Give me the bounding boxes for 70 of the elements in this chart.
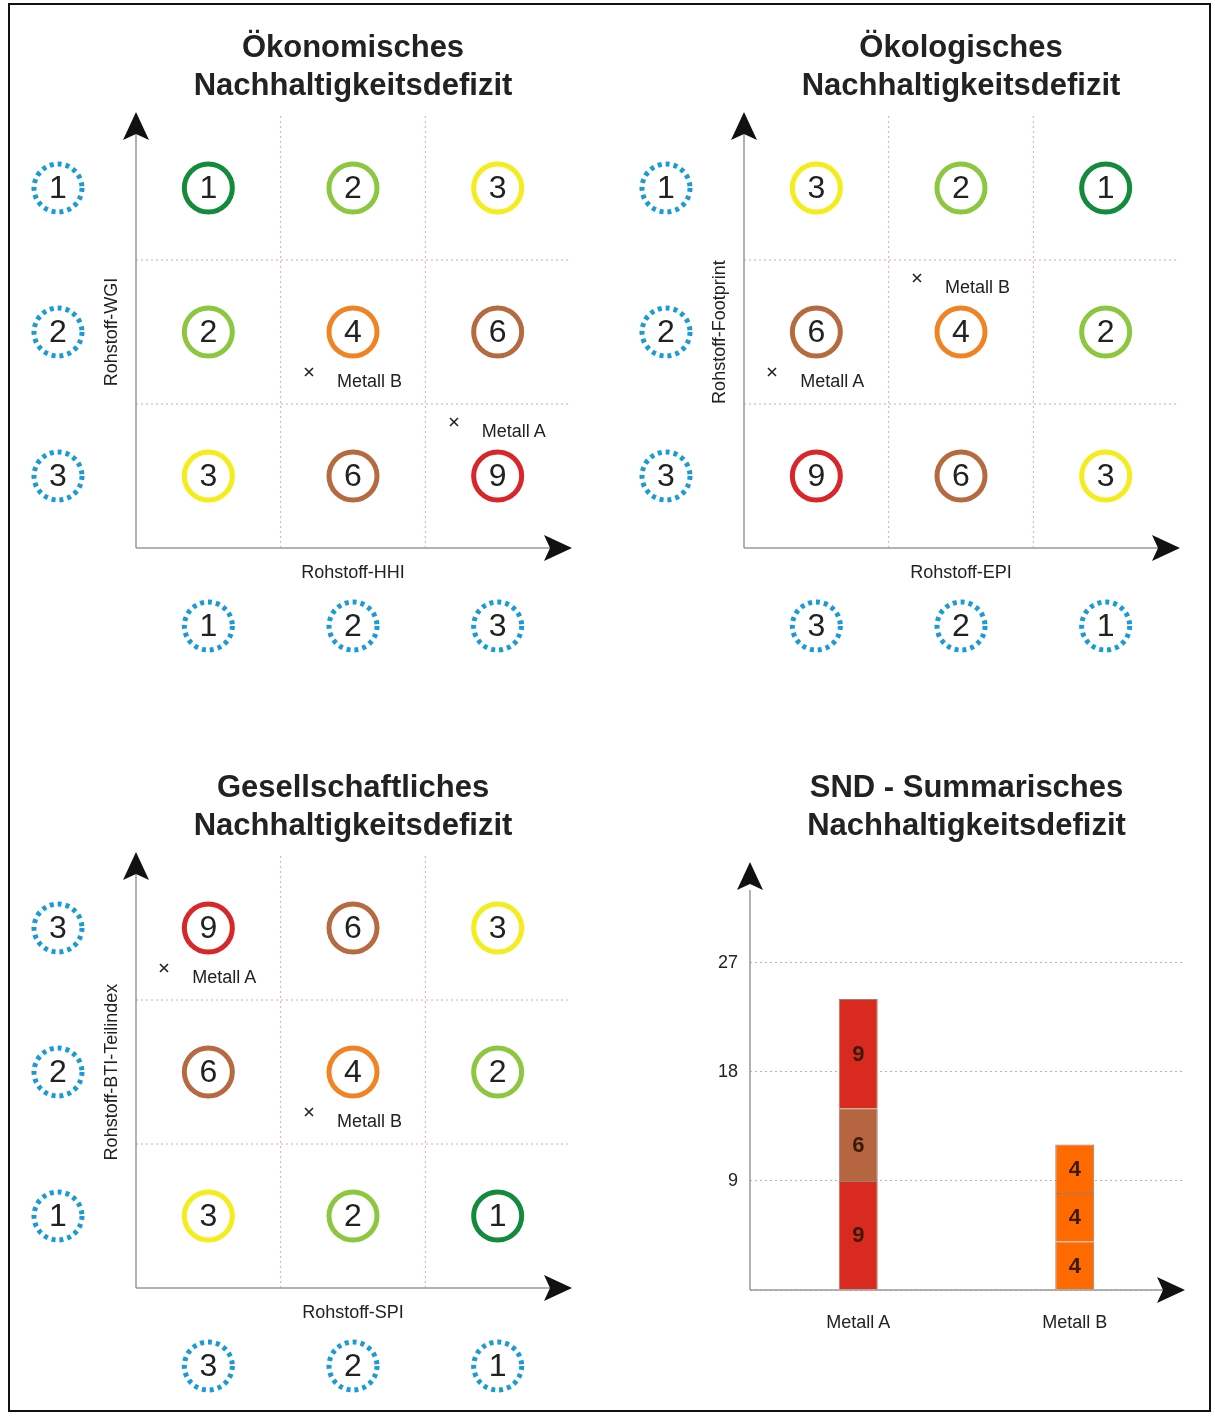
x-tick-label: 1 [488,1346,507,1383]
data-label: 3 [807,168,826,205]
data-label: 3 [199,456,218,493]
annotation: Metall A [800,370,865,391]
y-tick-label: 27 [717,951,738,972]
data-label: 6 [344,908,362,945]
data-label: 1 [488,1196,507,1233]
data-label: 3 [488,168,507,205]
x-axis-title: Rohstoff-HHI [301,561,405,582]
chart-title: Gesellschaftliches Nachhaltigkeitsdefizit [193,768,513,842]
data-label: 2 [344,168,362,205]
data-label: 3 [199,1196,218,1233]
x-tick-label: 3 [807,606,826,643]
y-tick-label: 3 [49,456,67,493]
x-tick-label: 3 [488,606,507,643]
x-tick-label: 2 [344,1346,362,1383]
y-tick-label: 2 [49,1052,67,1089]
y-axis-title: Rohstoff-BTI-Teilindex [100,983,121,1161]
y-tick-label: 18 [717,1060,738,1081]
data-label: 1 [199,168,218,205]
x-axis-title: Rohstoff-EPI [910,561,1012,582]
data-label: 6 [199,1052,218,1089]
data-label: 3 [488,908,507,945]
y-axis-title: Rohstoff-Footprint [708,260,729,404]
x-tick-label: 2 [952,606,970,643]
chart-title: SND - Summarisches Nachhaltigkeitsdefizit [807,768,1126,842]
data-label: 4 [1068,1252,1082,1278]
y-tick-label: 3 [657,456,675,493]
data-label: 2 [952,168,970,205]
y-tick-label: 9 [727,1169,738,1190]
annotation: Metall A [192,966,257,987]
data-label: 9 [199,908,218,945]
data-label: 2 [344,1196,362,1233]
x-tick-label: 3 [199,1346,218,1383]
annotation: Metall B [337,370,403,391]
data-label: 6 [488,312,507,349]
y-axis-title: Rohstoff-WGI [100,277,121,387]
y-tick-label: 2 [657,312,675,349]
annotation: Metall B [945,276,1011,297]
data-label: 2 [1096,312,1115,349]
annotation: Metall A [481,420,546,441]
data-label: 1 [1096,168,1115,205]
data-label: 2 [488,1052,507,1089]
y-tick-label: 1 [49,1196,67,1233]
y-tick-label: 2 [49,312,67,349]
x-tick-label: 1 [1096,606,1115,643]
data-label: 9 [488,456,507,493]
y-tick-label: 1 [657,168,675,205]
y-tick-label: 1 [49,168,67,205]
y-tick-label: 3 [49,908,67,945]
data-label: 9 [852,1040,865,1066]
data-label: 4 [1068,1204,1082,1230]
chart-title: Ökonomisches Nachhaltigkeitsdefizit [193,28,513,102]
data-label: 4 [344,1052,362,1089]
data-label: 6 [807,312,826,349]
data-label: 4 [952,312,970,349]
data-label: 9 [807,456,826,493]
data-label: 6 [344,456,362,493]
data-label: 2 [199,312,218,349]
data-label: 4 [1068,1155,1082,1181]
annotation: Metall B [337,1110,403,1131]
data-label: 3 [1096,456,1115,493]
data-label: 6 [952,456,970,493]
data-label: 9 [852,1222,865,1248]
x-tick-label: 1 [199,606,218,643]
x-tick-label: 2 [344,606,362,643]
chart-title: Ökologisches Nachhaltigkeitsdefizit [801,28,1121,102]
data-label: 6 [852,1131,865,1157]
data-label: 4 [344,312,362,349]
x-axis-title: Rohstoff-SPI [302,1301,404,1322]
